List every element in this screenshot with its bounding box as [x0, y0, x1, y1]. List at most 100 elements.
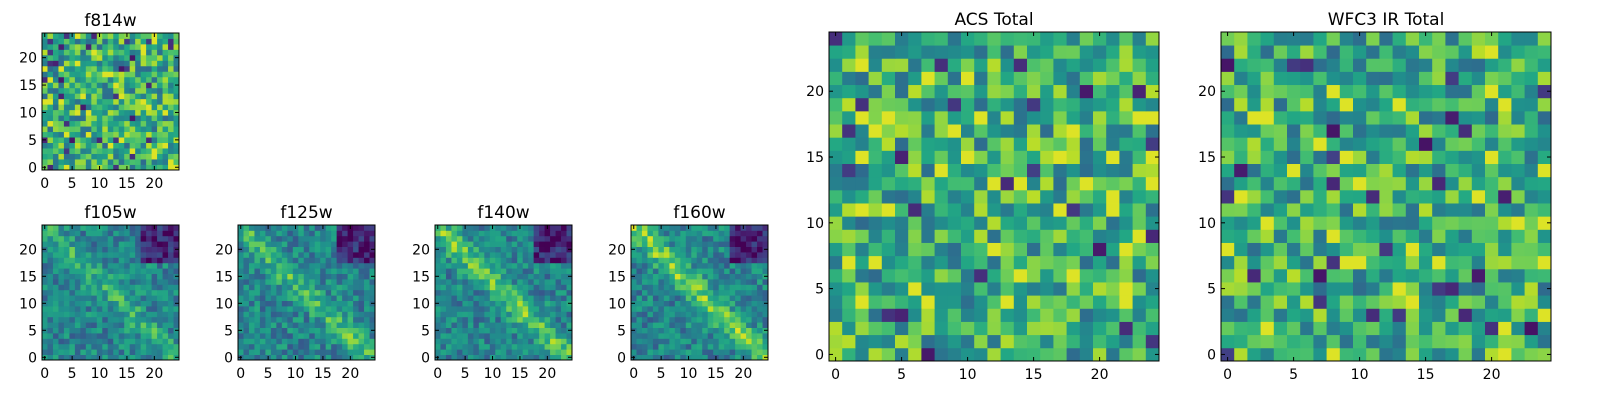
heatmap-cell — [974, 347, 988, 362]
heatmap-cell — [1273, 295, 1288, 309]
heatmap-cell — [1419, 137, 1433, 151]
heatmap-cell — [52, 98, 59, 105]
heatmap-cell — [162, 87, 169, 94]
heatmap-cell — [1132, 163, 1147, 178]
y-tick-label: 15 — [19, 269, 37, 285]
heatmap-cell — [445, 284, 452, 291]
heatmap-cell — [168, 120, 174, 127]
heatmap-cell — [511, 306, 518, 312]
heatmap-cell — [80, 54, 87, 61]
heatmap-cell — [868, 58, 883, 72]
heatmap-cell — [47, 257, 54, 264]
heatmap-cell — [462, 316, 469, 323]
heatmap-cell — [641, 241, 648, 247]
heatmap-cell — [680, 230, 687, 237]
heatmap-cell — [85, 279, 92, 285]
heatmap-cell — [1419, 150, 1433, 164]
heatmap-cell — [1300, 229, 1314, 243]
heatmap-cell — [107, 349, 114, 355]
heatmap-cell — [248, 322, 255, 328]
heatmap-cell — [517, 284, 524, 291]
heatmap-cell — [544, 327, 551, 334]
heatmap-cell — [1419, 308, 1433, 322]
heatmap-cell — [680, 284, 687, 291]
heatmap-cell — [118, 338, 125, 345]
heatmap-cell — [1119, 58, 1133, 72]
heatmap-cell — [921, 334, 935, 349]
heatmap-cell — [74, 98, 81, 105]
heatmap-cell — [528, 268, 535, 274]
heatmap-cell — [1419, 216, 1433, 230]
heatmap-cell — [157, 349, 163, 355]
heatmap-cell — [124, 49, 131, 56]
heatmap-cell — [517, 268, 524, 274]
heatmap-cell — [1066, 84, 1081, 99]
heatmap-cell — [696, 284, 703, 291]
heatmap-cell — [135, 338, 142, 345]
heatmap-cell — [718, 343, 725, 350]
heatmap-cell — [895, 282, 909, 296]
heatmap-cell — [1053, 216, 1067, 230]
heatmap-cell — [129, 137, 136, 143]
heatmap-cell — [276, 246, 283, 253]
heatmap-cell — [1053, 242, 1067, 257]
heatmap-cell — [868, 255, 883, 270]
heatmap-cell — [1366, 97, 1380, 112]
heatmap-cell — [1040, 84, 1054, 99]
heatmap-cell — [696, 338, 703, 345]
heatmap-cell — [829, 97, 843, 112]
heatmap-cell — [151, 60, 158, 67]
heatmap-cell — [140, 311, 147, 318]
heatmap-cell — [243, 338, 250, 345]
heatmap-cell — [842, 189, 856, 204]
heatmap-cell — [566, 295, 573, 301]
heatmap-cell — [1353, 58, 1367, 72]
heatmap-cell — [1132, 347, 1147, 362]
heatmap-cell — [369, 338, 376, 345]
heatmap-cell — [135, 262, 142, 269]
heatmap-cell — [528, 306, 535, 312]
heatmap-cell — [1366, 110, 1380, 125]
heatmap-cell — [298, 225, 305, 231]
heatmap-cell — [751, 295, 758, 301]
heatmap-cell — [1260, 97, 1275, 112]
heatmap-cell — [1066, 216, 1081, 230]
heatmap-cell — [118, 311, 125, 318]
heatmap-cell — [440, 246, 447, 253]
heatmap-cell — [168, 87, 174, 94]
heatmap-cell — [52, 109, 59, 116]
heatmap-cell — [506, 289, 513, 296]
heatmap-cell — [669, 225, 676, 231]
heatmap-cell — [533, 333, 540, 339]
heatmap-cell — [478, 252, 485, 258]
heatmap-cell — [456, 306, 463, 312]
heatmap-cell — [1040, 229, 1054, 243]
heatmap-cell — [129, 120, 136, 127]
heatmap-cell — [1287, 32, 1301, 46]
heatmap-cell — [173, 230, 180, 237]
heatmap-cell — [1040, 189, 1054, 204]
heatmap-cell — [724, 230, 731, 237]
heatmap-cell — [1287, 347, 1301, 362]
heatmap-cell — [685, 273, 692, 280]
heatmap-cell — [80, 49, 87, 56]
heatmap-cell — [369, 289, 376, 296]
heatmap-cell — [517, 235, 524, 242]
heatmap-cell — [1485, 97, 1499, 112]
heatmap-cell — [113, 343, 120, 350]
heatmap-cell — [91, 93, 98, 100]
heatmap-cell — [947, 203, 962, 217]
heatmap-cell — [63, 262, 70, 269]
heatmap-cell — [631, 333, 637, 339]
heatmap-cell — [157, 241, 163, 247]
heatmap-cell — [674, 300, 681, 307]
heatmap-cell — [489, 257, 496, 264]
heatmap-cell — [91, 273, 98, 280]
heatmap-cell — [456, 279, 463, 285]
heatmap-cell — [107, 109, 114, 116]
heatmap-cell — [1066, 58, 1081, 72]
y-tick-label: 20 — [19, 51, 37, 67]
heatmap-cell — [735, 268, 741, 274]
heatmap-cell — [281, 252, 288, 258]
heatmap-cell — [934, 137, 949, 151]
